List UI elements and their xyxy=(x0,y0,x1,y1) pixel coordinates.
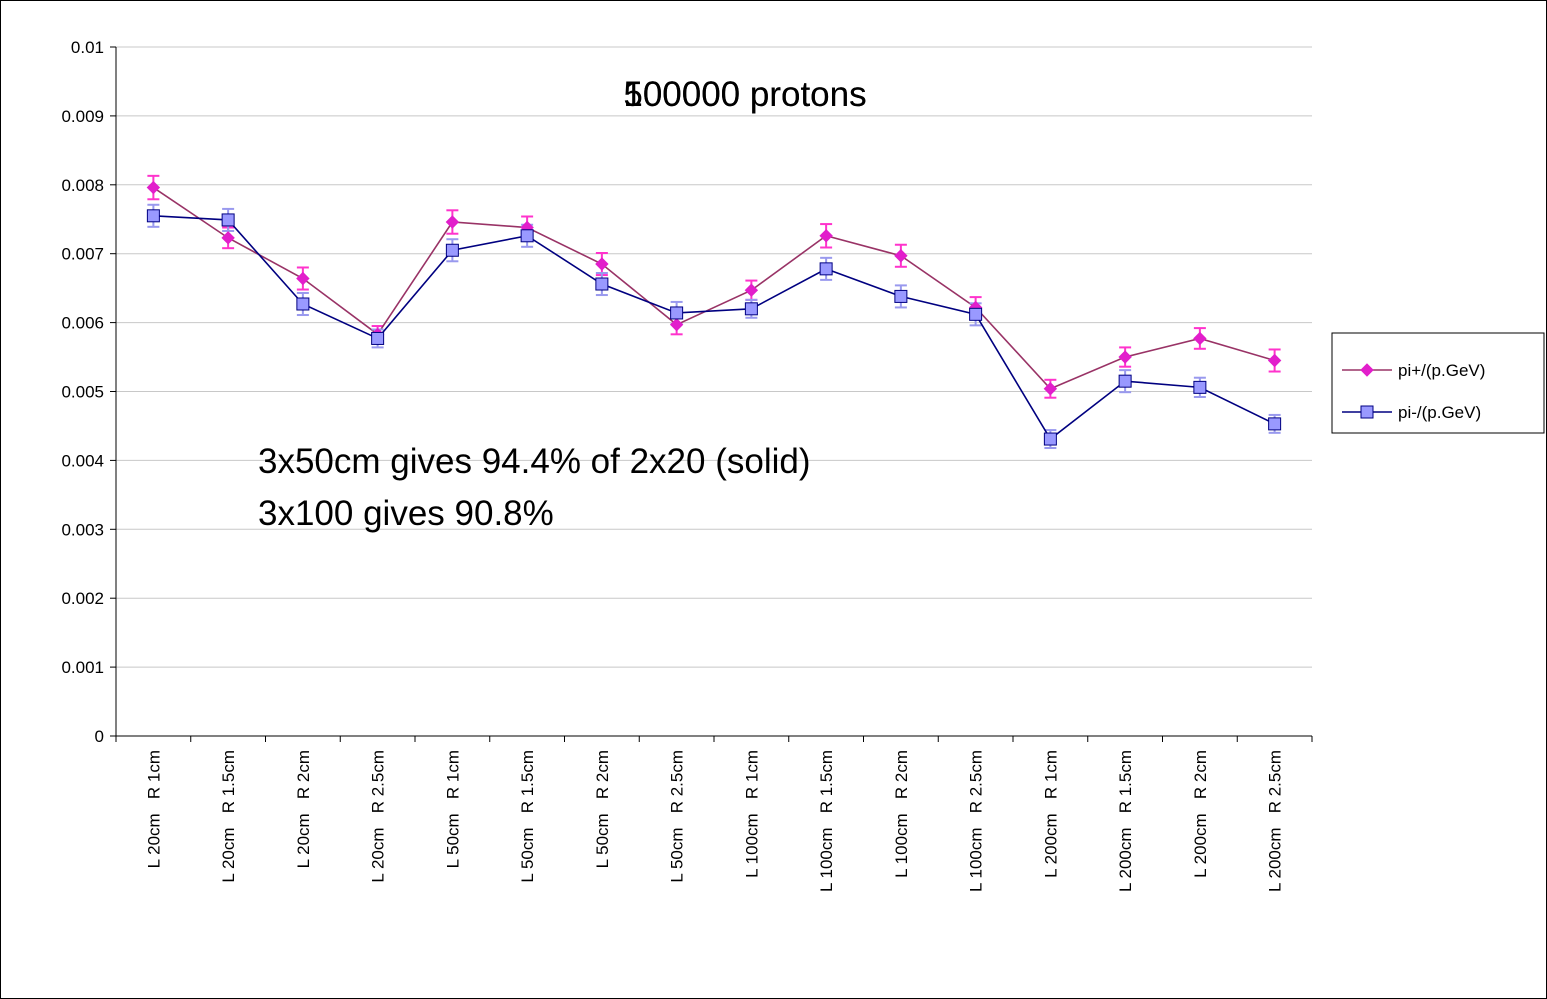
marker xyxy=(819,262,833,276)
y-tick-label: 0.006 xyxy=(61,314,104,333)
marker xyxy=(969,307,983,321)
y-tick-label: 0.001 xyxy=(61,658,104,677)
y-tick-label: 0.003 xyxy=(61,520,104,539)
marker xyxy=(1267,353,1282,368)
series-line xyxy=(152,186,1275,390)
marker xyxy=(146,180,161,195)
chart-title: 500000 protons xyxy=(623,75,866,114)
marker xyxy=(445,215,460,229)
marker xyxy=(595,257,609,271)
series-line xyxy=(153,215,1275,441)
marker xyxy=(1118,350,1132,364)
marker xyxy=(819,229,833,243)
y-tick-label: 0.01 xyxy=(71,38,104,57)
marker xyxy=(744,283,759,297)
annotation: 3x50cm gives 94.4% of 2x20 (solid) xyxy=(258,442,811,481)
marker xyxy=(894,289,908,303)
marker xyxy=(669,317,684,332)
marker xyxy=(1268,417,1282,431)
marker xyxy=(296,297,310,311)
x-tick-label: L 20cm R 2.5cm xyxy=(369,750,388,883)
x-tick-label: L 100cm R 2cm xyxy=(892,750,911,878)
x-tick-label: L 20cm R 2cm xyxy=(294,750,313,868)
y-tick-label: 0 xyxy=(95,727,104,746)
x-tick-label: L 100cm R 2.5cm xyxy=(967,750,986,892)
legend-marker xyxy=(1360,405,1374,419)
x-tick-label: L 50cm R 2.5cm xyxy=(668,750,687,883)
y-tick-label: 0.002 xyxy=(61,589,104,608)
marker xyxy=(1118,374,1132,388)
y-tick-label: 0.004 xyxy=(61,451,104,470)
annotation: 3x100 gives 90.8% xyxy=(258,494,554,533)
legend-marker xyxy=(1360,363,1374,377)
x-tick-label: L 50cm R 1cm xyxy=(443,750,462,868)
y-tick-label: 0.009 xyxy=(61,107,104,126)
legend-label: pi-/(p.GeV) xyxy=(1398,403,1481,422)
chart-title-overlay: 100000 protons xyxy=(623,75,866,114)
marker xyxy=(221,231,235,245)
x-tick-label: L 200cm R 2.5cm xyxy=(1266,750,1285,892)
marker xyxy=(595,277,609,291)
marker xyxy=(744,302,758,316)
y-tick-label: 0.008 xyxy=(61,176,104,195)
marker xyxy=(296,271,310,286)
x-tick-label: L 50cm R 1.5cm xyxy=(518,750,537,883)
x-tick-label: L 50cm R 2cm xyxy=(593,750,612,868)
y-tick-label: 0.007 xyxy=(61,245,104,264)
legend-label: pi+/(p.GeV) xyxy=(1398,361,1485,380)
x-tick-label: L 100cm R 1cm xyxy=(742,750,761,878)
x-tick-label: L 100cm R 1.5cm xyxy=(817,750,836,892)
marker xyxy=(371,331,385,345)
x-tick-label: L 200cm R 2cm xyxy=(1191,750,1210,878)
x-tick-label: L 200cm R 1.5cm xyxy=(1116,750,1135,892)
marker xyxy=(1193,331,1207,346)
marker xyxy=(146,209,160,223)
x-tick-label: L 20cm R 1cm xyxy=(144,750,163,868)
marker xyxy=(1043,432,1057,446)
marker xyxy=(1193,380,1207,394)
x-tick-label: L 200cm R 1cm xyxy=(1041,750,1060,878)
marker xyxy=(670,306,684,320)
marker xyxy=(445,243,459,257)
y-tick-label: 0.005 xyxy=(61,383,104,402)
marker xyxy=(1043,382,1058,396)
x-tick-label: L 20cm R 1.5cm xyxy=(219,750,238,883)
marker xyxy=(520,229,534,243)
marker xyxy=(221,213,235,227)
marker xyxy=(894,249,908,263)
